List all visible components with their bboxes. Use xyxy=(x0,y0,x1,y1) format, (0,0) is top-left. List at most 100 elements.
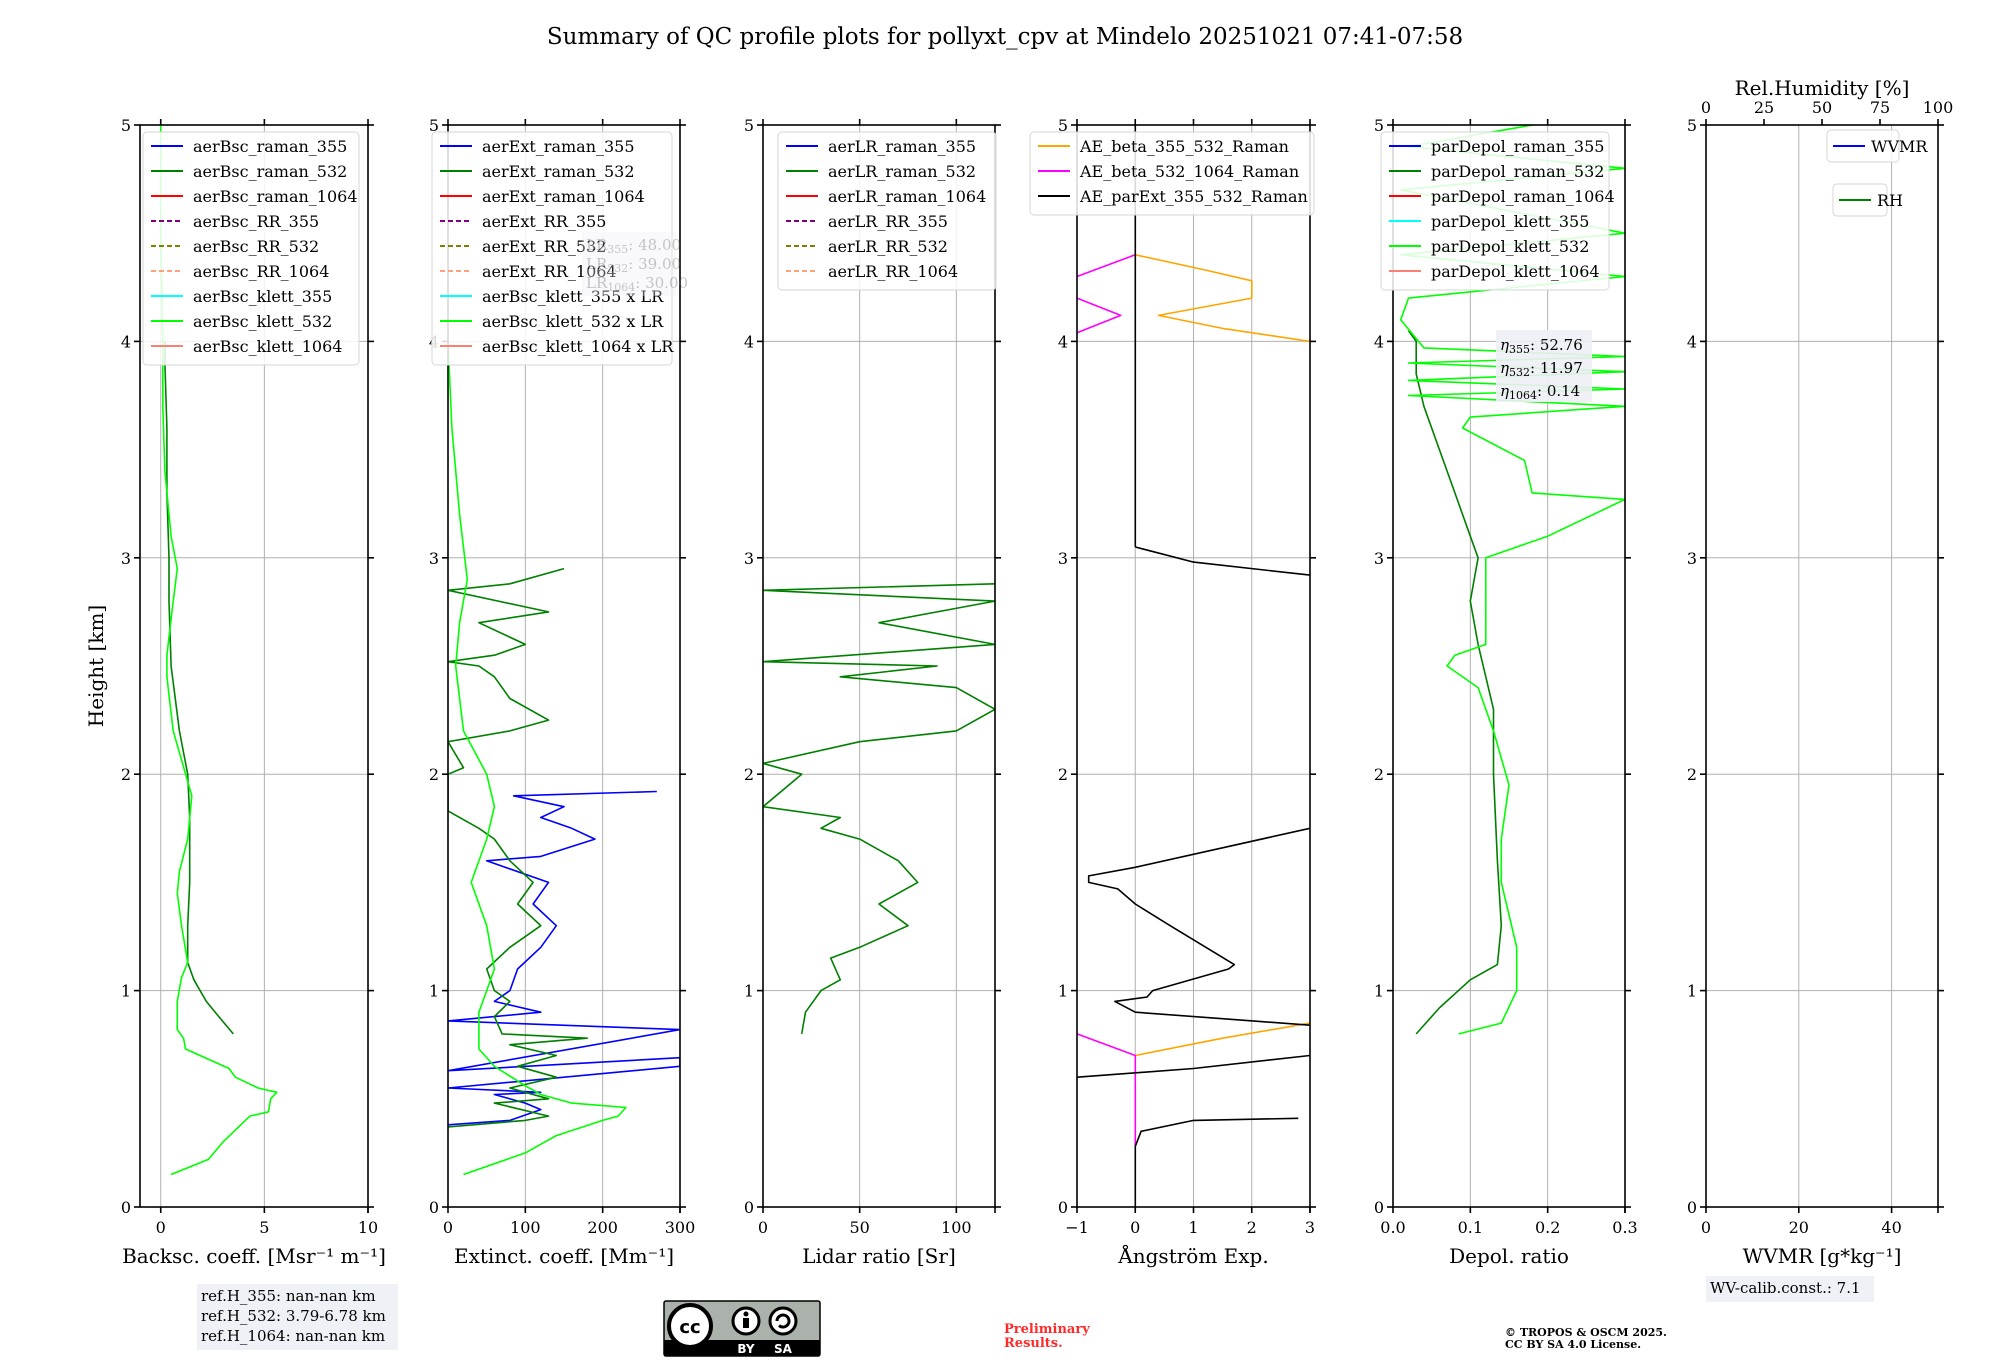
legend-label: aerBsc_raman_532 xyxy=(193,162,347,181)
axes-frame xyxy=(1392,124,1626,1208)
x-axis-label: Lidar ratio [Sr] xyxy=(802,1244,956,1268)
preliminary-results-note: Results. xyxy=(1004,1336,1063,1351)
share-alike-icon-arc xyxy=(775,1313,791,1329)
series-line-ae-parext-355-532-raman-a- xyxy=(1077,1054,1310,1078)
legend-label: parDepol_raman_355 xyxy=(1431,137,1604,156)
legend-label: aerExt_RR_532 xyxy=(482,237,606,256)
legend-label: aerBsc_klett_1064 x LR xyxy=(482,337,674,356)
legend-label: aerBsc_klett_1064 xyxy=(193,337,342,356)
legend-label: aerExt_RR_355 xyxy=(482,212,606,231)
legend-box xyxy=(1029,131,1315,216)
legend-item: aerBsc_raman_532 xyxy=(151,162,347,181)
y-tick-label: 2 xyxy=(1374,765,1384,784)
y-tick-label: 5 xyxy=(121,116,131,135)
lidar-ratio-value: LR532: 39.00 xyxy=(586,255,681,275)
y-tick-label: 4 xyxy=(1058,332,1068,351)
x-tick-label: 50 xyxy=(849,1218,869,1237)
legend-label: aerLR_RR_355 xyxy=(828,212,948,231)
series-group xyxy=(763,583,995,1035)
grid xyxy=(1705,125,1938,1207)
legend-item: aerBsc_klett_1064 xyxy=(151,337,342,356)
series-line-ae-parext-355-532-raman-c- xyxy=(1135,546,1310,576)
series-group xyxy=(448,341,680,1176)
legend-item: parDepol_raman_1064 xyxy=(1389,187,1615,206)
y-tick-label: 0 xyxy=(1374,1198,1384,1217)
x-tick-label: 40 xyxy=(1881,1218,1901,1237)
info-box-bg xyxy=(1706,1276,1874,1302)
y-tick-label: 3 xyxy=(744,549,754,568)
wv-calibration-line: WV-calib.const.: 7.1 xyxy=(1710,1279,1861,1297)
legend-label: AE_parExt_355_532_Raman xyxy=(1079,187,1308,206)
x-tick-label: 0.1 xyxy=(1458,1218,1483,1237)
legend: aerBsc_raman_355 aerBsc_raman_532 aerBsc_r… xyxy=(142,131,360,366)
legend-box xyxy=(142,131,360,366)
series-line-ae-beta-532-1064-raman xyxy=(1077,1033,1137,1147)
series-line-aerbsc-klett-532-x-lr xyxy=(448,341,627,1176)
copyright-note: © TROPOS & OSCM 2025. xyxy=(1505,1326,1667,1339)
y-tick-label: 4 xyxy=(121,332,131,351)
legend-item: AE_parExt_355_532_Raman xyxy=(1038,187,1308,206)
y-tick-label: 0 xyxy=(121,1198,131,1217)
legend-item: aerBsc_klett_532 xyxy=(151,312,332,331)
legend-label: aerBsc_klett_532 xyxy=(193,312,332,331)
x-tick-label: 1 xyxy=(1188,1218,1198,1237)
lidar-ratio-value: LR1064: 30.00 xyxy=(586,274,688,294)
y-tick-label: 3 xyxy=(429,549,439,568)
legend-label: aerBsc_klett_355 xyxy=(193,287,332,306)
legend-item: aerBsc_klett_532 x LR xyxy=(440,312,664,331)
reference-height-line: ref.H_355: nan-nan km xyxy=(201,1287,376,1305)
top-x-axis-label: Rel.Humidity [%] xyxy=(1735,76,1910,100)
x-tick-label: 100 xyxy=(941,1218,972,1237)
x-tick-label: 0.3 xyxy=(1612,1218,1637,1237)
legend-label: aerLR_raman_532 xyxy=(828,162,976,181)
legend-label: aerLR_RR_532 xyxy=(828,237,948,256)
legend-item: aerLR_RR_355 xyxy=(786,212,948,231)
series-line-pardepol-raman-532 xyxy=(1407,330,1503,1035)
axes-frame xyxy=(447,124,681,1208)
series-line-aerbsc-raman-532 xyxy=(164,341,234,1035)
y-tick-label: 2 xyxy=(1058,765,1068,784)
y-tick-label: 2 xyxy=(1687,765,1697,784)
attribution-icon-head xyxy=(743,1311,749,1317)
x-axis-label: Depol. ratio xyxy=(1449,1244,1569,1268)
legend-label: RH xyxy=(1877,191,1903,210)
series-line-ae-beta-355-532-raman-upper- xyxy=(1135,254,1310,343)
series-line-aerlr-raman-532 xyxy=(763,583,995,1035)
figure-title: Summary of QC profile plots for pollyxt_… xyxy=(547,24,1463,50)
legend-item: aerExt_RR_355 xyxy=(440,212,606,231)
y-tick-label: 1 xyxy=(744,982,754,1001)
axes-frame xyxy=(762,124,996,1208)
legend-label: aerExt_raman_532 xyxy=(482,162,635,181)
y-tick-label: 0 xyxy=(1058,1198,1068,1217)
legend-item: aerLR_RR_532 xyxy=(786,237,948,256)
series-line-aerext-raman-532 xyxy=(448,567,588,1128)
series-line-aerext-raman-355 xyxy=(448,790,680,1126)
y-tick-label: 4 xyxy=(744,332,754,351)
legend: AE_beta_355_532_Raman AE_beta_532_1064_Ra… xyxy=(1029,131,1315,216)
x-tick-label: 100 xyxy=(510,1218,541,1237)
x-tick-label: 20 xyxy=(1789,1218,1809,1237)
info-box-bg xyxy=(197,1284,398,1350)
legend-wvmr: WVMR xyxy=(1826,129,1928,163)
top-x-tick-label: 75 xyxy=(1870,98,1890,117)
legend-rh: RH xyxy=(1832,183,1903,217)
legend-label: aerBsc_RR_1064 xyxy=(193,262,329,281)
legend-item: AE_beta_355_532_Raman xyxy=(1038,137,1289,156)
legend-label: aerLR_raman_355 xyxy=(828,137,976,156)
legend-item: aerExt_RR_1064 xyxy=(440,262,617,281)
panel-depolarization: 0 1 2 3 4 5 0.0 0.1 0.2 0.3 Depol. ratio parDepol_r… xyxy=(1374,116,1638,1268)
legend-label: aerBsc_raman_1064 xyxy=(193,187,358,206)
legend-item: aerLR_RR_1064 xyxy=(786,262,958,281)
series-line-ae-parext-355-532-raman-b- xyxy=(1087,827,1310,1026)
legend-label: aerBsc_raman_355 xyxy=(193,137,347,156)
info-box-bg xyxy=(582,232,676,296)
legend-item: aerExt_raman_355 xyxy=(440,137,635,156)
legend-item: parDepol_klett_532 xyxy=(1389,237,1589,256)
series-line-ae-beta-355-532-raman xyxy=(1135,1022,1310,1057)
legend-label: aerBsc_klett_532 x LR xyxy=(482,312,664,331)
x-axis-label: WVMR [g*kg⁻¹] xyxy=(1743,1244,1902,1268)
y-tick-label: 5 xyxy=(744,116,754,135)
legend: parDepol_raman_355 parDepol_raman_532 parD… xyxy=(1380,131,1615,291)
